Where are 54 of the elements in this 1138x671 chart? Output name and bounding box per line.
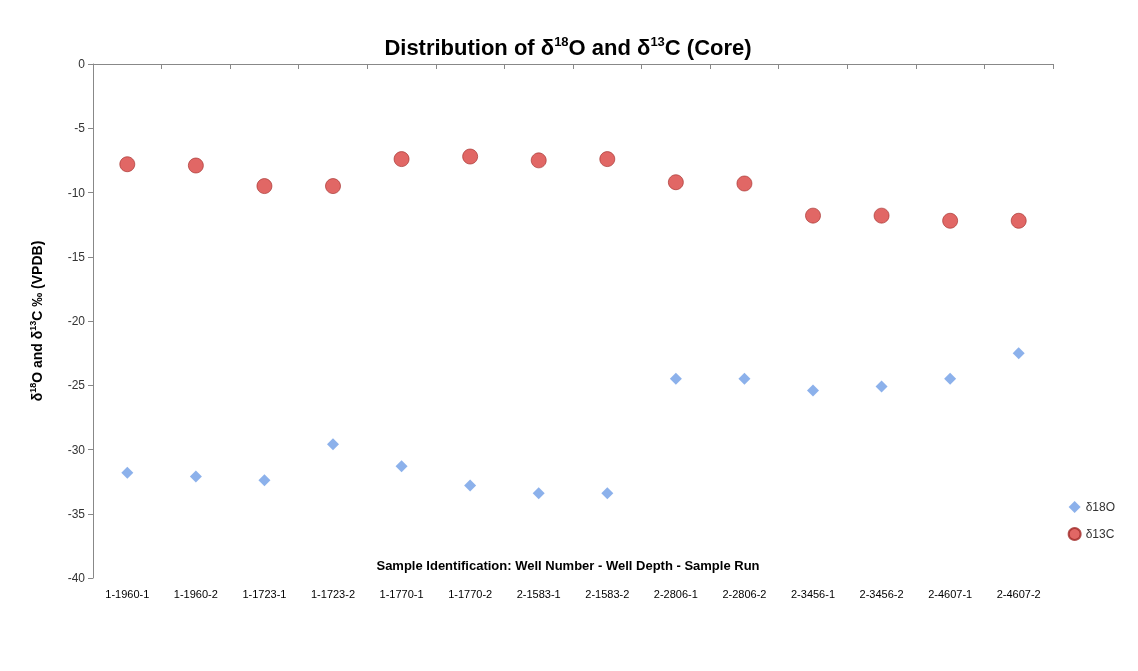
point: [599, 151, 616, 167]
y-tick-label: -10: [67, 185, 86, 200]
y-tick-label: -35: [67, 506, 86, 521]
x-tick-label: 1-1770-2: [448, 587, 493, 600]
point: [530, 152, 547, 169]
point: [532, 487, 545, 500]
x-tick-label: 1-1770-1: [379, 587, 424, 600]
point: [944, 372, 957, 385]
x-tick-label: 2-4607-1: [928, 587, 973, 600]
point: [942, 212, 959, 229]
x-tick-label: 2-4607-2: [996, 587, 1041, 600]
x-tick-label: 1-1960-1: [105, 587, 150, 600]
point: [464, 479, 477, 492]
point: [667, 174, 684, 191]
y-tick-label: -40: [67, 571, 86, 585]
point: [875, 380, 888, 393]
point: [736, 175, 753, 192]
point: [601, 487, 614, 500]
y-tick-label: -30: [67, 442, 86, 457]
y-tick-label: 0: [78, 57, 86, 71]
point: [873, 207, 890, 224]
x-tick-label: 2-2806-2: [722, 587, 767, 600]
x-tick-label: 1-1723-2: [310, 587, 356, 600]
point: [121, 466, 134, 479]
x-tick-label: 2-2806-1: [653, 587, 698, 600]
point: [738, 372, 751, 385]
legend-label: δ13C: [1085, 527, 1115, 541]
legend-label: δ18O: [1085, 500, 1116, 514]
point: [119, 156, 136, 173]
x-tick-label: 1-1960-2: [173, 587, 218, 600]
point: [393, 151, 410, 167]
point: [256, 178, 273, 194]
point: [327, 438, 339, 451]
x-tick-label: 2-1583-2: [585, 587, 630, 600]
x-tick-label: 2-1583-1: [516, 587, 561, 600]
point: [258, 474, 271, 487]
point: [395, 460, 408, 473]
x-tick-label: 1-1723-1: [242, 587, 287, 600]
point: [1012, 347, 1025, 360]
x-tick-label: 2-3456-1: [790, 587, 836, 600]
point: [187, 157, 204, 174]
point: [462, 148, 479, 165]
x-tick-label: 2-3456-2: [859, 587, 904, 600]
point: [805, 207, 821, 224]
point: [325, 178, 341, 194]
y-tick-label: -20: [67, 314, 86, 328]
y-tick-label: -5: [74, 121, 86, 136]
point: [1010, 212, 1027, 229]
point: [807, 384, 819, 397]
y-tick-label: -15: [67, 249, 86, 264]
y-tick-label: -25: [67, 378, 86, 393]
x-axis-title: Sample Identification: Well Number - Well Depth - Sample Run: [376, 558, 760, 573]
point: [669, 372, 682, 385]
point: [189, 470, 202, 483]
